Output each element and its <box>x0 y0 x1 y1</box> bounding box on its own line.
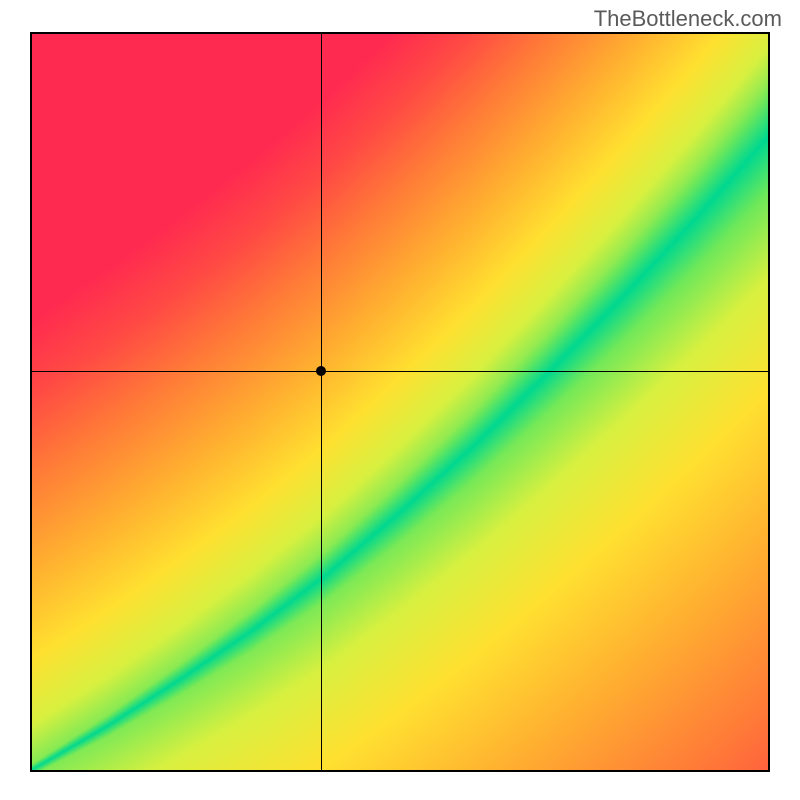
watermark-text: TheBottleneck.com <box>594 6 782 32</box>
bottleneck-heatmap <box>30 32 770 772</box>
crosshair-horizontal <box>32 371 768 372</box>
crosshair-vertical <box>321 34 322 770</box>
heatmap-canvas <box>32 34 768 770</box>
selection-marker <box>316 366 326 376</box>
